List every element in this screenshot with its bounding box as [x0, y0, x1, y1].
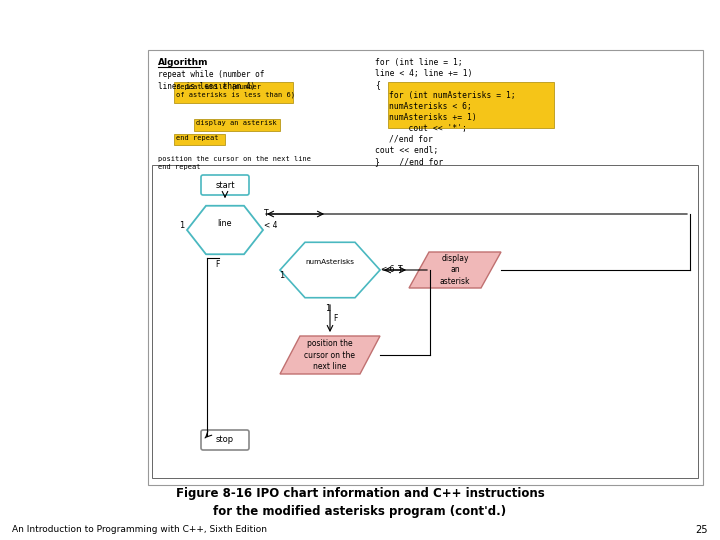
Text: stop: stop [216, 435, 234, 444]
Text: }    //end for: } //end for [375, 157, 444, 166]
Text: {: { [375, 80, 380, 89]
Text: numAsterisks += 1): numAsterisks += 1) [389, 113, 477, 122]
FancyBboxPatch shape [387, 82, 554, 127]
Text: T: T [398, 266, 402, 274]
Text: repeat while (number
of asterisks is less than 6): repeat while (number of asterisks is les… [176, 83, 295, 98]
Text: < 6: < 6 [381, 266, 395, 274]
Polygon shape [280, 336, 380, 374]
FancyBboxPatch shape [201, 430, 249, 450]
Text: 25: 25 [696, 525, 708, 535]
Text: numAsterisks < 6;: numAsterisks < 6; [389, 102, 472, 111]
Text: F: F [215, 260, 220, 269]
Polygon shape [187, 206, 263, 254]
Text: T: T [264, 210, 269, 219]
Text: An Introduction to Programming with C++, Sixth Edition: An Introduction to Programming with C++,… [12, 525, 267, 535]
Text: Figure 8-16 IPO chart information and C++ instructions
for the modified asterisk: Figure 8-16 IPO chart information and C+… [176, 487, 544, 517]
Text: 1: 1 [325, 304, 330, 313]
Polygon shape [409, 252, 501, 288]
FancyBboxPatch shape [174, 82, 292, 103]
Text: < 4: < 4 [264, 221, 277, 231]
Text: position the cursor on the next line
end repeat: position the cursor on the next line end… [158, 156, 311, 171]
Text: Algorithm: Algorithm [158, 58, 209, 67]
FancyBboxPatch shape [194, 118, 279, 131]
Text: display
an
asterisk: display an asterisk [440, 254, 470, 286]
Text: line: line [217, 219, 233, 228]
Text: F: F [333, 314, 338, 323]
FancyBboxPatch shape [148, 50, 703, 485]
FancyBboxPatch shape [201, 175, 249, 195]
Polygon shape [280, 242, 380, 298]
Text: numAsterisks: numAsterisks [305, 259, 354, 265]
Text: //end for: //end for [389, 135, 433, 144]
Text: cout << '*';: cout << '*'; [389, 124, 467, 133]
Text: display an asterisk: display an asterisk [196, 120, 276, 126]
Text: cout << endl;: cout << endl; [375, 146, 438, 155]
FancyBboxPatch shape [174, 133, 225, 145]
Text: 1: 1 [179, 221, 184, 231]
Text: end repeat: end repeat [176, 135, 218, 141]
FancyBboxPatch shape [152, 165, 698, 478]
Text: for (int line = 1;: for (int line = 1; [375, 58, 463, 67]
Text: line < 4; line += 1): line < 4; line += 1) [375, 69, 472, 78]
Text: start: start [215, 180, 235, 190]
Text: for (int numAsterisks = 1;: for (int numAsterisks = 1; [389, 91, 516, 100]
Text: position the
cursor on the
next line: position the cursor on the next line [305, 340, 356, 370]
Text: repeat while (number of
lines is less than 4): repeat while (number of lines is less th… [158, 70, 264, 91]
Text: 1: 1 [279, 272, 284, 280]
